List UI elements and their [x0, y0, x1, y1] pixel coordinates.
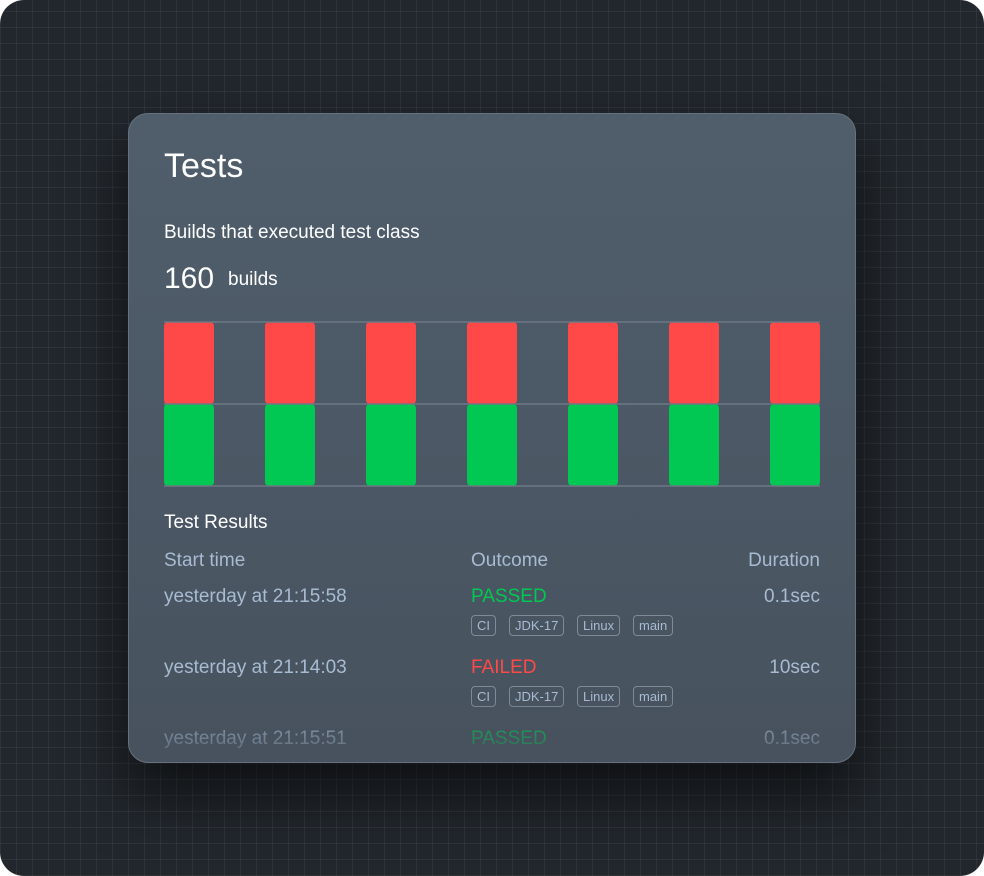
tag: JDK-17: [509, 615, 565, 636]
tag: main: [633, 615, 674, 636]
duration: 0.1sec: [764, 586, 820, 607]
bar-segment: [366, 322, 416, 404]
bar-segment: [265, 404, 315, 486]
bar-segment: [568, 322, 618, 404]
bar-segment: [669, 322, 719, 404]
builds-unit: builds: [228, 269, 278, 290]
results-table: Start time Outcome Duration yesterday at 21…: [164, 550, 820, 762]
outcome: PASSED: [471, 586, 547, 607]
results-title: Test Results: [164, 512, 268, 533]
card-title: Tests: [164, 147, 244, 185]
start-time: yesterday at 21:15:58: [164, 586, 347, 607]
bar-segment: [467, 404, 517, 486]
tag: JDK-17: [509, 686, 565, 707]
outcome: FAILED: [471, 657, 537, 678]
duration: 0.1sec: [764, 728, 820, 749]
bar-segment: [164, 404, 214, 486]
start-time: yesterday at 21:14:03: [164, 657, 347, 678]
tests-card: Tests Builds that executed test class 16…: [128, 113, 856, 763]
column-header: Outcome: [471, 550, 549, 571]
column-header: Start time: [164, 550, 246, 571]
bar-segment: [568, 404, 618, 486]
duration: 10sec: [769, 657, 820, 678]
builds-label: Builds that executed test class: [164, 222, 420, 243]
bar-segment: [770, 322, 820, 404]
bar-segment: [467, 322, 517, 404]
outcome: PASSED: [471, 728, 547, 749]
bar-segment: [669, 404, 719, 486]
tag: Linux: [577, 686, 621, 707]
bar-segment: [164, 322, 214, 404]
bar-segment: [265, 322, 315, 404]
builds-count: 160: [164, 262, 215, 295]
tag: main: [633, 686, 674, 707]
tag: CI: [471, 686, 496, 707]
builds-chart: [164, 321, 820, 487]
tag: CI: [471, 615, 496, 636]
tag: Linux: [577, 615, 621, 636]
column-header: Duration: [748, 550, 820, 571]
bar-segment: [770, 404, 820, 486]
bar-segment: [366, 404, 416, 486]
start-time: yesterday at 21:15:51: [164, 728, 347, 749]
